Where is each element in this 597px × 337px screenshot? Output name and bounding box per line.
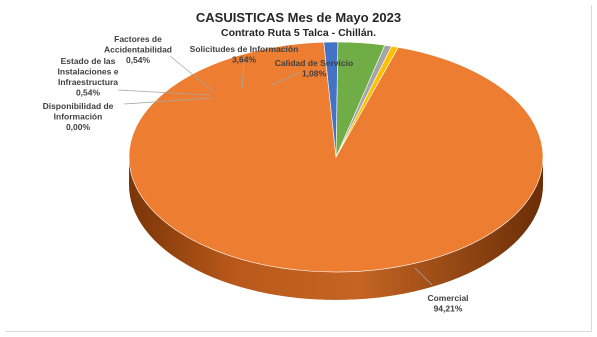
leader-estado [117, 89, 211, 96]
label-calidad-de-servicio: Calidad de Servicio 1,08% [275, 58, 353, 79]
label-comercial: Comercial 94,21% [427, 293, 468, 314]
pie-side-wall [129, 157, 543, 300]
slice-comercial [128, 41, 544, 273]
label-disponibilidad-de-informacion: Disponibilidad de Información 0,00% [43, 101, 114, 132]
leader-comercial [414, 267, 433, 286]
label-factores-de-accidentabilidad: Factores de Accidentabilidad 0,54% [104, 34, 172, 65]
label-estado-de-las-instalaciones: Estado de las Instalaciones e Infraestruct… [58, 56, 119, 98]
chart-subtitle: Contrato Ruta 5 Talca - Chillán. [221, 27, 376, 39]
leader-calidad [271, 71, 301, 86]
label-solicitudes-de-informacion: Solicitudes de Información 3,64% [190, 44, 299, 65]
leader-factores [169, 55, 215, 93]
slice-calidad-de-servicio [323, 41, 339, 158]
leader-solicitudes [241, 61, 245, 89]
chart-title: CASUISTICAS Mes de Mayo 2023 [195, 10, 402, 25]
leader-disponibilidad [123, 97, 213, 105]
